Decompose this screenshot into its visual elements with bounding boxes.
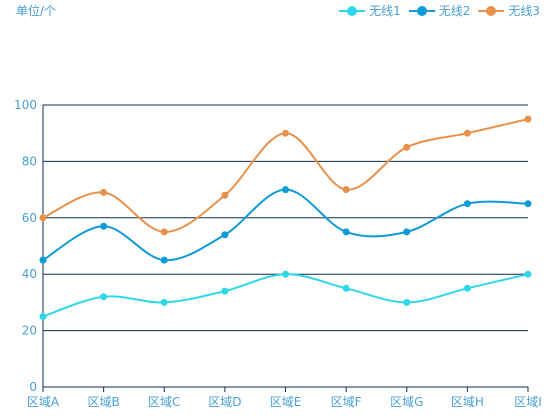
data-point bbox=[524, 115, 532, 123]
data-point bbox=[403, 143, 411, 151]
data-point bbox=[282, 270, 289, 278]
x-tick-label: 区域H bbox=[451, 395, 484, 409]
x-tick-label: 区域F bbox=[331, 395, 362, 409]
data-point bbox=[282, 129, 289, 137]
data-point bbox=[342, 284, 350, 292]
data-point bbox=[524, 270, 532, 278]
data-point bbox=[463, 129, 471, 137]
data-point bbox=[403, 298, 411, 306]
legend-line-marker-icon bbox=[478, 5, 505, 17]
legend: 无线1 无线2 无线3 bbox=[339, 2, 540, 19]
data-point bbox=[463, 200, 471, 208]
data-point bbox=[221, 287, 229, 295]
legend-label: 无线1 bbox=[369, 4, 401, 18]
legend-line-marker-icon bbox=[339, 5, 366, 17]
y-tick-label: 100 bbox=[14, 98, 37, 112]
legend-label: 无线3 bbox=[508, 4, 540, 18]
data-point bbox=[221, 191, 229, 199]
x-tick-label: 区域B bbox=[88, 395, 120, 409]
data-point bbox=[100, 188, 108, 196]
data-point bbox=[282, 186, 289, 194]
x-tick-label: 区域A bbox=[27, 395, 60, 409]
data-point bbox=[524, 200, 532, 208]
data-point bbox=[463, 284, 471, 292]
legend-item-series-1[interactable]: 无线1 bbox=[339, 2, 401, 19]
legend-item-series-2[interactable]: 无线2 bbox=[408, 2, 471, 19]
series-line-1 bbox=[42, 273, 529, 318]
x-tick-label: 区域G bbox=[390, 395, 423, 409]
data-point bbox=[342, 186, 350, 194]
x-tick-label: 区域C bbox=[148, 395, 180, 409]
data-point bbox=[160, 228, 168, 236]
data-point bbox=[39, 256, 47, 264]
data-point bbox=[160, 256, 168, 264]
data-point bbox=[100, 293, 108, 301]
data-point bbox=[39, 313, 47, 320]
legend-line-marker-icon bbox=[408, 5, 435, 17]
data-point bbox=[39, 214, 47, 222]
data-point bbox=[342, 228, 350, 236]
y-tick-label: 80 bbox=[22, 154, 37, 168]
x-tick-label: 区域I bbox=[514, 395, 542, 409]
y-tick-label: 60 bbox=[22, 211, 37, 225]
y-tick-label: 0 bbox=[29, 380, 37, 394]
y-tick-label: 40 bbox=[22, 267, 37, 281]
data-point bbox=[160, 298, 168, 306]
data-point bbox=[221, 231, 229, 239]
x-tick-label: 区域E bbox=[270, 395, 302, 409]
data-point bbox=[100, 222, 108, 230]
legend-label: 无线2 bbox=[438, 4, 471, 18]
data-point bbox=[403, 228, 411, 236]
x-tick-label: 区域D bbox=[208, 395, 241, 409]
legend-item-series-3[interactable]: 无线3 bbox=[478, 2, 540, 19]
y-tick-label: 20 bbox=[22, 324, 37, 338]
unit-label: 单位/个 bbox=[16, 4, 57, 18]
series-line-2 bbox=[42, 188, 529, 262]
